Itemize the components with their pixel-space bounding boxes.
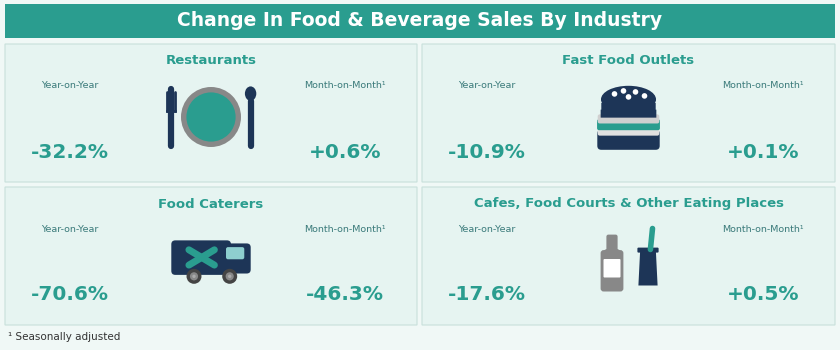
Circle shape [190,272,198,280]
Text: Year-on-Year: Year-on-Year [41,82,98,91]
Text: Month-on-Month¹: Month-on-Month¹ [722,224,804,233]
Text: +0.1%: +0.1% [727,142,799,161]
Ellipse shape [245,86,256,101]
Text: Month-on-Month¹: Month-on-Month¹ [304,224,386,233]
Text: ¹ Seasonally adjusted: ¹ Seasonally adjusted [8,332,120,342]
Circle shape [181,87,241,147]
FancyBboxPatch shape [226,247,244,259]
Text: -10.9%: -10.9% [448,142,526,161]
Circle shape [626,94,632,100]
Circle shape [642,93,648,99]
FancyBboxPatch shape [598,126,659,136]
FancyBboxPatch shape [171,240,231,275]
FancyBboxPatch shape [601,103,656,116]
Circle shape [223,269,237,284]
Text: Cafes, Food Courts & Other Eating Places: Cafes, Food Courts & Other Eating Places [474,197,784,210]
Circle shape [226,272,234,280]
FancyBboxPatch shape [601,110,656,118]
Text: Year-on-Year: Year-on-Year [41,224,98,233]
FancyBboxPatch shape [603,259,621,278]
Text: Fast Food Outlets: Fast Food Outlets [563,55,695,68]
FancyBboxPatch shape [597,119,660,130]
Text: -70.6%: -70.6% [31,286,109,304]
Circle shape [621,88,627,94]
FancyBboxPatch shape [638,247,659,253]
Text: +0.6%: +0.6% [309,142,381,161]
Text: Change In Food & Beverage Sales By Industry: Change In Food & Beverage Sales By Indus… [177,12,663,30]
Circle shape [192,275,196,278]
FancyBboxPatch shape [422,44,835,182]
FancyBboxPatch shape [221,243,250,273]
Text: Restaurants: Restaurants [165,55,256,68]
Text: -32.2%: -32.2% [31,142,109,161]
FancyBboxPatch shape [5,4,835,38]
Circle shape [633,89,638,95]
FancyBboxPatch shape [5,44,417,182]
Text: +0.5%: +0.5% [727,286,799,304]
Circle shape [612,91,617,97]
Polygon shape [638,250,658,286]
FancyBboxPatch shape [601,250,623,292]
FancyBboxPatch shape [422,187,835,325]
Circle shape [186,92,235,142]
Text: Month-on-Month¹: Month-on-Month¹ [722,82,804,91]
FancyBboxPatch shape [598,114,659,124]
FancyBboxPatch shape [5,187,417,325]
Text: Food Caterers: Food Caterers [159,197,264,210]
Circle shape [186,269,202,284]
Ellipse shape [604,248,621,255]
Circle shape [228,275,231,278]
FancyBboxPatch shape [606,234,617,253]
FancyBboxPatch shape [224,247,228,270]
Text: Year-on-Year: Year-on-Year [459,82,516,91]
Ellipse shape [601,86,656,113]
Text: Month-on-Month¹: Month-on-Month¹ [304,82,386,91]
Text: -17.6%: -17.6% [448,286,526,304]
Text: Year-on-Year: Year-on-Year [459,224,516,233]
FancyBboxPatch shape [597,130,659,150]
Text: -46.3%: -46.3% [306,286,384,304]
